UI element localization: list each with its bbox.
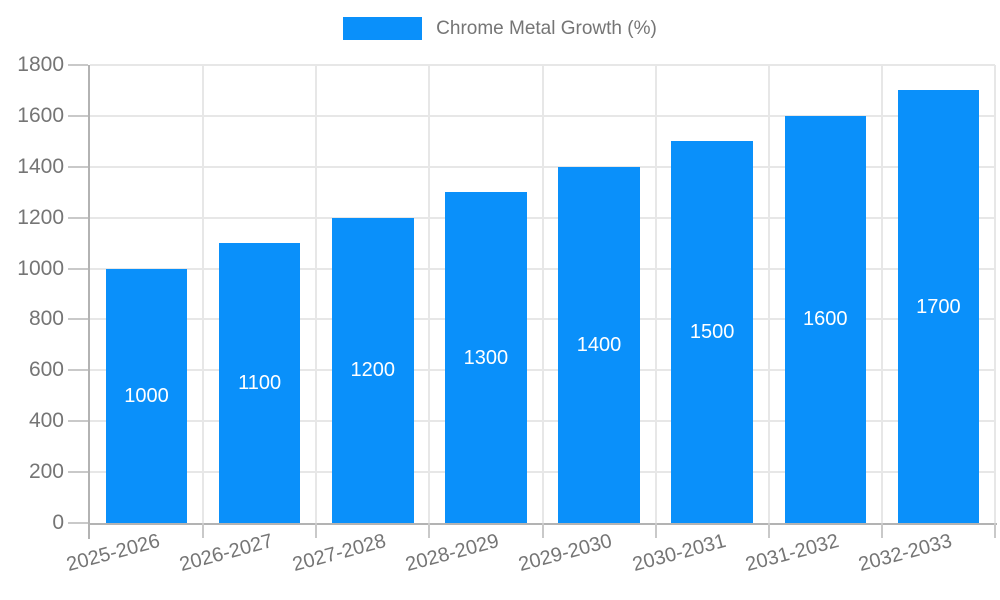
bar-2029-2030[interactable]: 1400 — [558, 166, 640, 523]
x-gridline — [315, 65, 318, 523]
bar-value-label: 1500 — [689, 321, 735, 344]
x-gridline — [541, 65, 544, 523]
x-tick-label: 2032-2033 — [856, 530, 955, 577]
bar-value-label: 1600 — [803, 308, 848, 331]
bar-2028-2029[interactable]: 1300 — [445, 192, 527, 523]
y-tick-label: 600 — [28, 358, 64, 382]
y-axis-tick — [68, 420, 88, 423]
legend-label: Chrome Metal Growth (%) — [436, 18, 657, 39]
y-axis-tick — [68, 216, 88, 219]
y-tick-label: 1000 — [17, 256, 64, 280]
y-tick-label: 400 — [28, 409, 64, 433]
y-tick-label: 1600 — [17, 103, 64, 127]
y-tick-label: 200 — [28, 460, 64, 484]
x-tick-label: 2029-2030 — [516, 530, 615, 577]
bar-value-label: 1700 — [916, 295, 961, 318]
bar-2026-2027[interactable]: 1100 — [218, 243, 301, 523]
x-gridline — [880, 65, 883, 523]
x-axis-tick — [315, 523, 318, 538]
bar-2030-2031[interactable]: 1500 — [671, 141, 753, 523]
x-tick-label: 2028-2029 — [403, 530, 502, 577]
y-axis-tick — [68, 114, 88, 117]
y-tick-label: 1400 — [17, 154, 64, 178]
y-axis-tick — [68, 64, 88, 66]
y-axis-tick — [68, 165, 88, 168]
bar-2025-2026[interactable]: 1000 — [105, 268, 188, 523]
y-axis-tick — [68, 318, 88, 321]
x-axis-tick — [994, 523, 996, 538]
x-gridline — [428, 65, 431, 523]
y-axis-line — [88, 65, 90, 539]
y-axis-tick — [68, 471, 88, 474]
x-gridline — [202, 65, 205, 523]
bar-value-label: 1100 — [238, 372, 282, 395]
y-tick-label: 1800 — [17, 53, 64, 76]
bar-value-label: 1300 — [463, 346, 509, 369]
x-axis-tick — [880, 523, 883, 538]
x-tick-label: 2030-2031 — [629, 530, 728, 577]
y-axis-tick — [68, 522, 88, 524]
x-tick-label: 2031-2032 — [742, 530, 842, 577]
x-tick-label: 2027-2028 — [290, 530, 389, 577]
x-axis-tick — [428, 523, 431, 538]
x-axis-tick — [202, 523, 205, 538]
bar-value-label: 1200 — [350, 359, 396, 382]
x-tick-label: 2026-2027 — [177, 530, 276, 577]
x-axis-tick — [767, 523, 770, 538]
y-axis-tick — [68, 267, 88, 270]
x-gridline — [767, 65, 770, 523]
y-tick-label: 0 — [52, 511, 64, 534]
bar-2031-2032[interactable]: 1600 — [784, 115, 867, 523]
x-gridline — [654, 65, 657, 523]
bar-2032-2033[interactable]: 1700 — [897, 90, 980, 523]
legend-swatch — [343, 17, 423, 40]
x-gridline — [994, 65, 996, 523]
y-tick-label: 1200 — [17, 205, 64, 229]
legend[interactable]: Chrome Metal Growth (%) — [0, 17, 1000, 40]
plot-area: 1000 1100 1200 1300 1400 1500 1600 1700 — [68, 64, 997, 539]
y-axis-tick — [68, 369, 88, 372]
x-tick-label: 2025-2026 — [64, 530, 163, 577]
y-tick-label: 800 — [28, 307, 64, 331]
bar-value-label: 1400 — [576, 333, 622, 356]
x-axis-tick — [541, 523, 544, 538]
bar-value-label: 1000 — [124, 384, 169, 407]
bar-2027-2028[interactable]: 1200 — [332, 217, 414, 523]
x-axis-tick — [654, 523, 657, 538]
